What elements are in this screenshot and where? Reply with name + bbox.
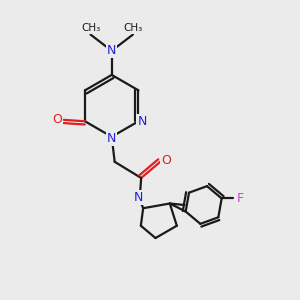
Text: O: O [161,154,171,167]
Text: CH₃: CH₃ [81,23,100,33]
Text: N: N [137,115,147,128]
Text: F: F [237,192,244,205]
Text: N: N [134,191,143,204]
Text: CH₃: CH₃ [123,23,142,33]
Text: O: O [52,113,62,126]
Text: N: N [107,132,116,145]
Text: N: N [107,44,116,57]
